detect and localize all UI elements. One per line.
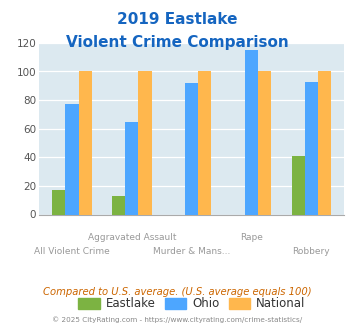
Text: © 2025 CityRating.com - https://www.cityrating.com/crime-statistics/: © 2025 CityRating.com - https://www.city… <box>53 316 302 323</box>
Bar <box>198 72 212 214</box>
Text: 2019 Eastlake: 2019 Eastlake <box>117 12 238 26</box>
Text: Compared to U.S. average. (U.S. average equals 100): Compared to U.S. average. (U.S. average … <box>43 287 312 297</box>
Bar <box>318 72 331 214</box>
Bar <box>65 104 78 214</box>
Bar <box>112 196 125 214</box>
Bar <box>78 72 92 214</box>
Text: Violent Crime Comparison: Violent Crime Comparison <box>66 35 289 50</box>
Bar <box>292 156 305 214</box>
Bar <box>305 82 318 214</box>
Bar <box>138 72 152 214</box>
Text: Robbery: Robbery <box>293 248 330 256</box>
Legend: Eastlake, Ohio, National: Eastlake, Ohio, National <box>73 292 310 315</box>
Bar <box>125 121 138 214</box>
Bar <box>245 50 258 214</box>
Bar <box>258 72 271 214</box>
Text: All Violent Crime: All Violent Crime <box>34 248 110 256</box>
Text: Murder & Mans...: Murder & Mans... <box>153 248 230 256</box>
Text: Aggravated Assault: Aggravated Assault <box>88 233 176 242</box>
Bar <box>52 190 65 214</box>
Text: Rape: Rape <box>240 233 263 242</box>
Bar <box>185 83 198 214</box>
